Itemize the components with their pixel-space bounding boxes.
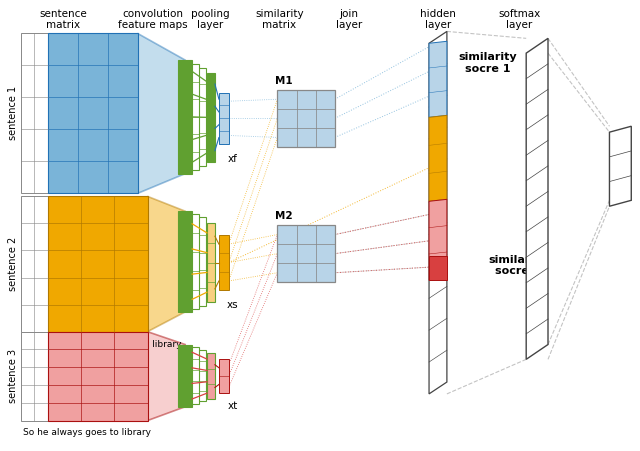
Text: xt: xt (228, 401, 238, 411)
Text: similarity
matrix: similarity matrix (255, 9, 303, 30)
Polygon shape (429, 115, 447, 201)
Polygon shape (429, 256, 447, 281)
Text: He prefers reading books at library: He prefers reading books at library (22, 340, 181, 349)
Text: M1: M1 (275, 76, 293, 86)
Bar (20, 331, 49, 421)
Bar (185, 64, 199, 170)
Bar (179, 211, 192, 312)
Bar (277, 225, 335, 282)
Polygon shape (147, 331, 185, 421)
Text: sentence 3: sentence 3 (8, 349, 18, 403)
Polygon shape (526, 38, 548, 359)
Bar (179, 345, 192, 407)
Bar (20, 196, 49, 331)
Bar (219, 92, 228, 144)
Bar (49, 196, 147, 331)
Text: xf: xf (228, 154, 237, 164)
Bar (207, 73, 215, 162)
Bar (179, 60, 192, 174)
Text: similarity
socre 1: similarity socre 1 (459, 52, 517, 74)
Bar (185, 214, 199, 309)
Text: pooling
layer: pooling layer (191, 9, 229, 30)
Polygon shape (609, 126, 631, 206)
Bar (192, 350, 206, 401)
Bar (219, 235, 228, 290)
Text: convolution
feature maps: convolution feature maps (118, 9, 188, 30)
Text: So he always goes to library: So he always goes to library (22, 428, 150, 437)
Text: join
layer: join layer (335, 9, 362, 30)
Bar (192, 217, 206, 306)
Text: sentence 2: sentence 2 (8, 237, 18, 291)
Text: softmax
layer: softmax layer (498, 9, 540, 30)
Text: similarity
socre 2: similarity socre 2 (488, 255, 547, 276)
Bar (219, 359, 228, 393)
Bar (185, 347, 199, 404)
Bar (277, 90, 335, 147)
Bar (192, 68, 206, 166)
Bar (20, 33, 49, 193)
Polygon shape (147, 196, 185, 331)
Text: hidden
layer: hidden layer (420, 9, 456, 30)
Polygon shape (429, 41, 447, 117)
Polygon shape (138, 33, 185, 193)
Bar (49, 331, 147, 421)
Text: xs: xs (227, 300, 239, 310)
Text: M2: M2 (275, 211, 293, 221)
Polygon shape (429, 32, 447, 394)
Polygon shape (429, 199, 447, 281)
Bar (49, 33, 138, 193)
Text: sentence 1: sentence 1 (8, 86, 18, 140)
Bar (207, 354, 215, 399)
Text: sentence
matrix: sentence matrix (40, 9, 87, 30)
Bar (207, 223, 215, 302)
Text: Tom loves reading books: Tom loves reading books (22, 201, 134, 210)
